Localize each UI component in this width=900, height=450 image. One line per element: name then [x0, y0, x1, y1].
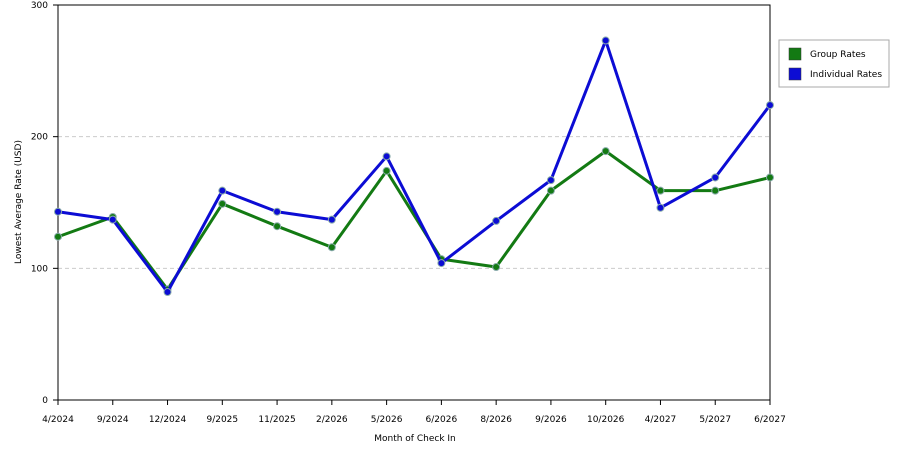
x-tick-label: 11/2025 — [258, 415, 295, 425]
point — [382, 152, 391, 161]
x-tick-label: 4/2027 — [645, 415, 677, 425]
x-tick-label: 2/2026 — [316, 415, 348, 425]
point — [437, 259, 446, 268]
point — [218, 186, 227, 195]
point — [382, 166, 391, 175]
x-axis-label: Month of Check In — [374, 434, 456, 444]
y-tick-label: 200 — [31, 133, 48, 143]
point — [601, 147, 610, 156]
point — [711, 173, 720, 182]
x-tick-label: 10/2026 — [587, 415, 625, 425]
legend-swatch — [788, 47, 802, 61]
point — [327, 243, 336, 252]
point — [492, 216, 501, 225]
x-tick-label: 4/2024 — [42, 415, 74, 425]
x-tick-label: 6/2027 — [754, 415, 786, 425]
point — [711, 186, 720, 195]
point — [546, 186, 555, 195]
y-tick-label: 0 — [42, 396, 48, 406]
x-tick-label: 6/2026 — [426, 415, 458, 425]
x-tick-label: 12/2024 — [149, 415, 187, 425]
x-tick-label: 5/2026 — [371, 415, 403, 425]
legend-label: Group Rates — [810, 50, 866, 60]
point — [766, 173, 774, 182]
legend-label: Individual Rates — [810, 70, 882, 80]
plot-frame — [57, 4, 771, 401]
point — [108, 215, 117, 224]
point — [656, 186, 665, 195]
series-line — [57, 39, 772, 294]
point — [546, 176, 555, 185]
point — [54, 207, 62, 216]
point — [327, 215, 336, 224]
x-tick-label: 9/2026 — [535, 415, 567, 425]
point — [218, 199, 227, 208]
x-tick-label: 9/2025 — [206, 415, 238, 425]
point — [656, 203, 665, 212]
y-tick-label: 300 — [31, 1, 48, 11]
x-tick-label: 5/2027 — [699, 415, 731, 425]
point — [273, 222, 282, 231]
legend-swatch — [788, 67, 802, 81]
x-tick-label: 9/2024 — [97, 415, 129, 425]
point — [54, 232, 62, 241]
point — [273, 207, 282, 216]
x-tick-label: 8/2026 — [480, 415, 512, 425]
point — [163, 288, 172, 297]
y-axis-label: Lowest Average Rate (USD) — [14, 140, 24, 264]
point — [766, 101, 774, 110]
point — [492, 263, 501, 272]
y-tick-label: 100 — [31, 264, 48, 274]
point — [601, 36, 610, 45]
